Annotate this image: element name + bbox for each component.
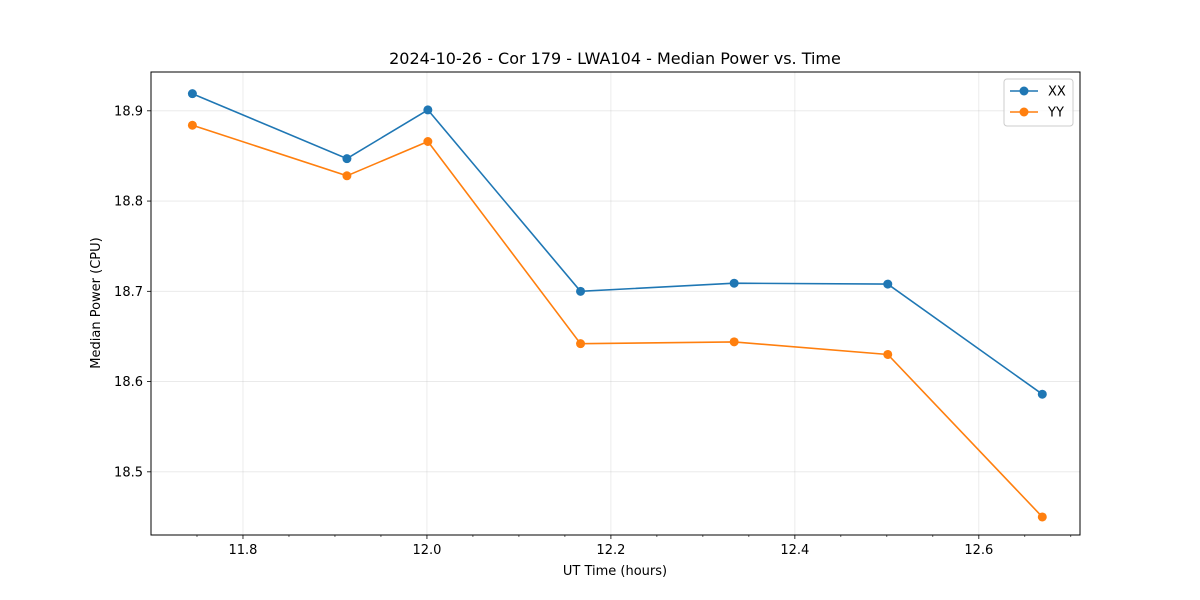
plot-frame bbox=[150, 71, 1081, 536]
x-tick-label: 12.4 bbox=[780, 543, 809, 558]
x-tick-label: 11.8 bbox=[229, 543, 258, 558]
x-tick-label: 12.0 bbox=[412, 543, 441, 558]
series-layer bbox=[187, 89, 1047, 522]
x-tick-label: 12.6 bbox=[964, 543, 993, 558]
y-tick-label: 18.5 bbox=[114, 465, 143, 480]
legend-label-xx: XX bbox=[1048, 85, 1066, 100]
data-point-yy bbox=[342, 171, 352, 181]
data-point-yy bbox=[576, 339, 586, 349]
data-point-xx bbox=[423, 105, 433, 115]
legend-marker-yy bbox=[1019, 107, 1029, 117]
data-point-yy bbox=[423, 136, 433, 146]
data-point-yy bbox=[1037, 512, 1047, 522]
y-tick-label: 18.9 bbox=[114, 104, 143, 119]
data-point-yy bbox=[729, 337, 739, 347]
series-line-xx bbox=[192, 92, 1043, 395]
legend: XX YY bbox=[1003, 78, 1074, 127]
chart-title: 2024-10-26 - Cor 179 - LWA104 - Median P… bbox=[389, 49, 841, 68]
data-point-xx bbox=[1037, 389, 1047, 399]
y-axis-label: Median Power (CPU) bbox=[89, 237, 104, 368]
data-point-xx bbox=[342, 154, 352, 164]
legend-marker-xx bbox=[1019, 86, 1029, 96]
grid bbox=[151, 72, 1080, 535]
data-point-yy bbox=[883, 349, 893, 359]
axes: 11.8 12.0 12.2 12.4 12.6 18.5 18.6 18.7 18.8 18.9 bbox=[114, 104, 1072, 558]
data-point-xx bbox=[729, 278, 739, 288]
y-tick-label: 18.6 bbox=[114, 375, 143, 390]
y-tick-label: 18.7 bbox=[114, 285, 143, 300]
data-point-yy bbox=[187, 120, 197, 130]
x-tick-label: 12.2 bbox=[596, 543, 625, 558]
series-line-yy bbox=[192, 124, 1043, 518]
data-point-xx bbox=[883, 279, 893, 289]
data-point-xx bbox=[576, 286, 586, 296]
y-tick-label: 18.8 bbox=[114, 195, 143, 210]
data-point-xx bbox=[187, 89, 197, 99]
x-axis-label: UT Time (hours) bbox=[563, 564, 667, 579]
legend-label-yy: YY bbox=[1047, 106, 1064, 121]
